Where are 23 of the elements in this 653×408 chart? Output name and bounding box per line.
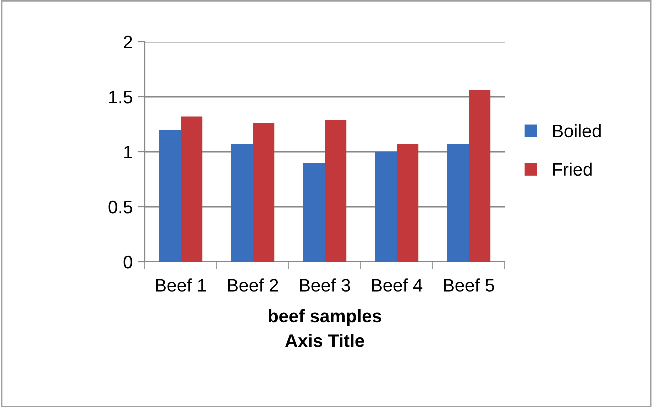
y-tick-label: 2 bbox=[124, 36, 132, 49]
bar bbox=[231, 144, 253, 262]
bar bbox=[303, 163, 325, 262]
legend-label: Boiled bbox=[553, 124, 601, 138]
bar bbox=[181, 116, 203, 262]
bar bbox=[375, 152, 397, 262]
y-tick-label: 1 bbox=[124, 146, 132, 159]
x-tick-label: Beef 2 bbox=[228, 278, 278, 292]
y-tick-label: 1.5 bbox=[109, 91, 132, 104]
x-tick-label: Beef 3 bbox=[300, 278, 350, 292]
bar bbox=[159, 130, 181, 262]
legend-label: Fried bbox=[553, 162, 592, 176]
y-tick-label: 0 bbox=[124, 256, 132, 269]
x-tick-label: Beef 1 bbox=[156, 278, 206, 292]
bar bbox=[447, 144, 469, 262]
bar bbox=[325, 120, 347, 262]
bar bbox=[253, 123, 275, 262]
bar bbox=[469, 90, 491, 262]
bar bbox=[397, 144, 419, 262]
x-tick-label: Beef 4 bbox=[372, 278, 423, 292]
x-axis-title: beef samples Axis Title bbox=[268, 309, 382, 348]
y-tick-label: 0.5 bbox=[108, 200, 132, 214]
x-tick-label: Beef 5 bbox=[444, 278, 494, 292]
